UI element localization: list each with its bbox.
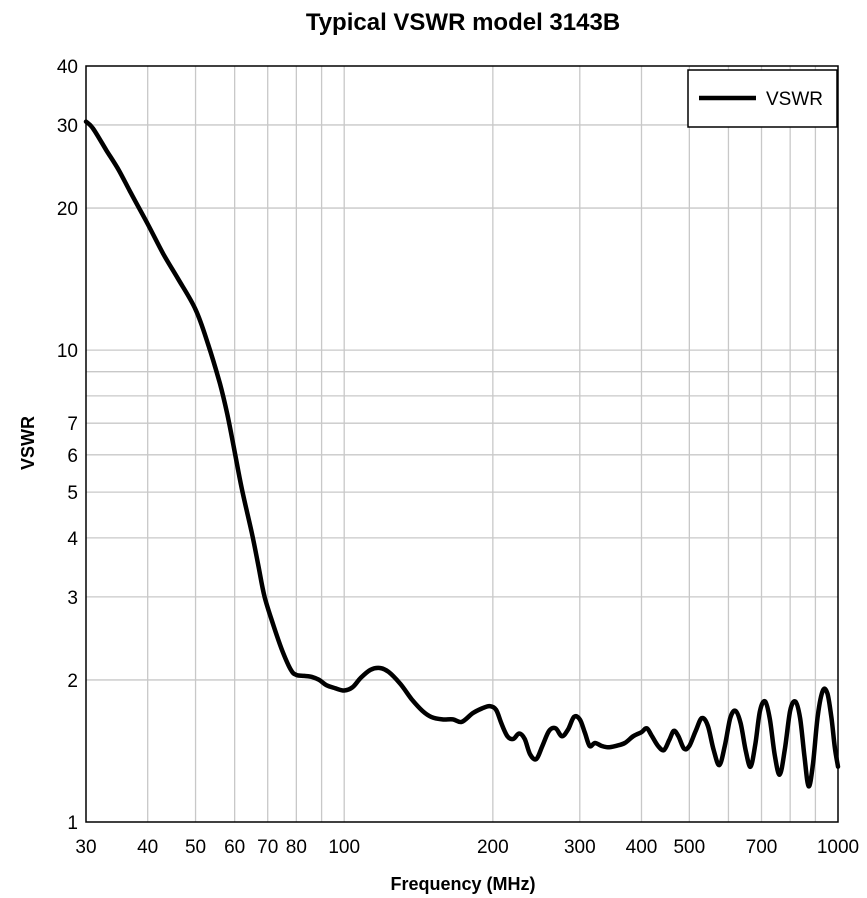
- grid: [86, 66, 838, 822]
- y-tick-label: 10: [57, 341, 78, 362]
- x-tick-label: 700: [746, 837, 778, 858]
- series-line-vswr: [83, 119, 841, 789]
- y-tick-label: 3: [67, 588, 78, 609]
- y-tick-label: 1: [67, 813, 78, 834]
- y-axis-label: VSWR: [18, 416, 38, 470]
- legend: VSWR: [687, 69, 838, 128]
- y-tick-label: 6: [67, 446, 78, 467]
- y-tick-label: 5: [67, 483, 78, 504]
- x-tick-label: 400: [626, 837, 658, 858]
- x-tick-label: 70: [257, 837, 278, 858]
- x-tick-label: 1000: [817, 837, 859, 858]
- y-axis-ticks: 1 2 3 4 5 6 7 10 20 30 40: [57, 57, 79, 834]
- y-tick-label: 7: [67, 414, 78, 435]
- chart-title: Typical VSWR model 3143B: [306, 9, 620, 36]
- x-tick-label: 30: [75, 837, 96, 858]
- x-tick-label: 40: [137, 837, 158, 858]
- x-tick-label: 200: [477, 837, 509, 858]
- y-tick-label: 2: [67, 671, 78, 692]
- x-tick-label: 100: [328, 837, 360, 858]
- x-tick-label: 300: [564, 837, 596, 858]
- x-tick-label: 60: [224, 837, 245, 858]
- x-tick-label: 50: [185, 837, 206, 858]
- y-tick-label: 20: [57, 199, 78, 220]
- y-tick-label: 4: [67, 529, 78, 550]
- x-axis-ticks: 30 40 50 60 70 80 100 200 300 400 500 700 1000: [75, 837, 859, 858]
- legend-label-vswr: VSWR: [766, 89, 823, 110]
- x-tick-label: 80: [286, 837, 307, 858]
- x-tick-label: 500: [673, 837, 705, 858]
- plot-frame: [85, 65, 839, 823]
- y-tick-label: 30: [57, 116, 78, 137]
- x-axis-label: Frequency (MHz): [390, 874, 535, 894]
- y-tick-label: 40: [57, 57, 78, 78]
